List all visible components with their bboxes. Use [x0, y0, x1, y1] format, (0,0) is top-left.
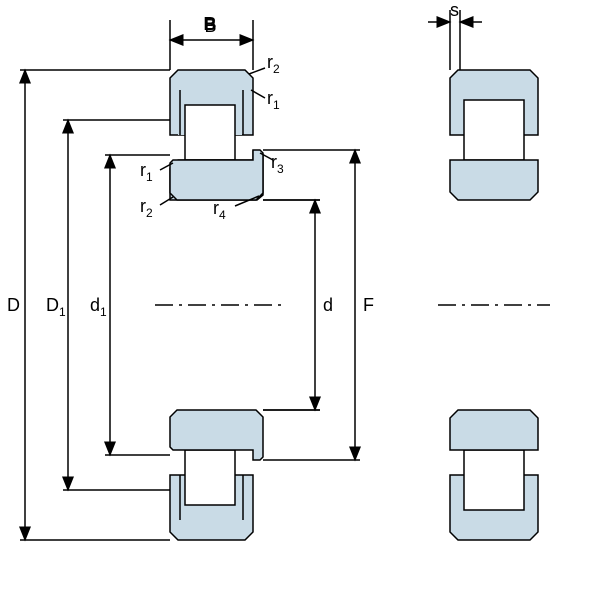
svg-text:r2: r2 — [267, 52, 280, 76]
svg-text:d: d — [323, 295, 333, 315]
svg-text:d1: d1 — [90, 295, 107, 319]
svg-text:D: D — [7, 295, 20, 315]
svg-text:s: s — [450, 0, 459, 20]
svg-text:r1: r1 — [267, 88, 280, 112]
svg-text:r3: r3 — [271, 152, 284, 176]
svg-text:r4: r4 — [213, 198, 226, 222]
svg-text:r1: r1 — [140, 160, 153, 184]
svg-text:F: F — [363, 295, 374, 315]
svg-text:r2: r2 — [140, 196, 153, 220]
bearing-diagram: BBDD1d1dFr2r1r1r2r3r4s — [0, 0, 600, 600]
svg-text:B: B — [204, 14, 217, 34]
svg-text:D1: D1 — [46, 295, 66, 319]
